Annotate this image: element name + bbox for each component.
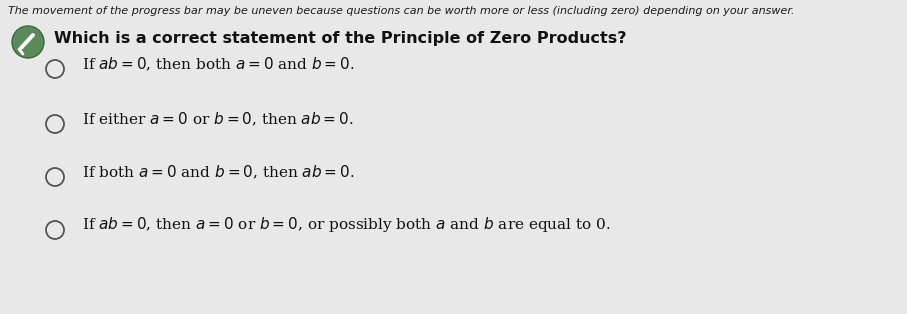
Text: The movement of the progress bar may be uneven because questions can be worth mo: The movement of the progress bar may be … <box>8 6 795 16</box>
Text: If $ab = 0$, then $a = 0$ or $b = 0$, or possibly both $a$ and $b$ are equal to : If $ab = 0$, then $a = 0$ or $b = 0$, or… <box>82 215 610 235</box>
Text: Which is a correct statement of the Principle of Zero Products?: Which is a correct statement of the Prin… <box>54 31 627 46</box>
Circle shape <box>46 60 64 78</box>
Circle shape <box>46 115 64 133</box>
Circle shape <box>12 26 44 58</box>
Text: If either $a = 0$ or $b = 0$, then $ab = 0$.: If either $a = 0$ or $b = 0$, then $ab =… <box>82 110 354 128</box>
Text: If both $a = 0$ and $b = 0$, then $ab = 0$.: If both $a = 0$ and $b = 0$, then $ab = … <box>82 163 355 181</box>
Circle shape <box>46 168 64 186</box>
Circle shape <box>46 221 64 239</box>
Text: If $ab = 0$, then both $a = 0$ and $b = 0$.: If $ab = 0$, then both $a = 0$ and $b = … <box>82 55 355 73</box>
